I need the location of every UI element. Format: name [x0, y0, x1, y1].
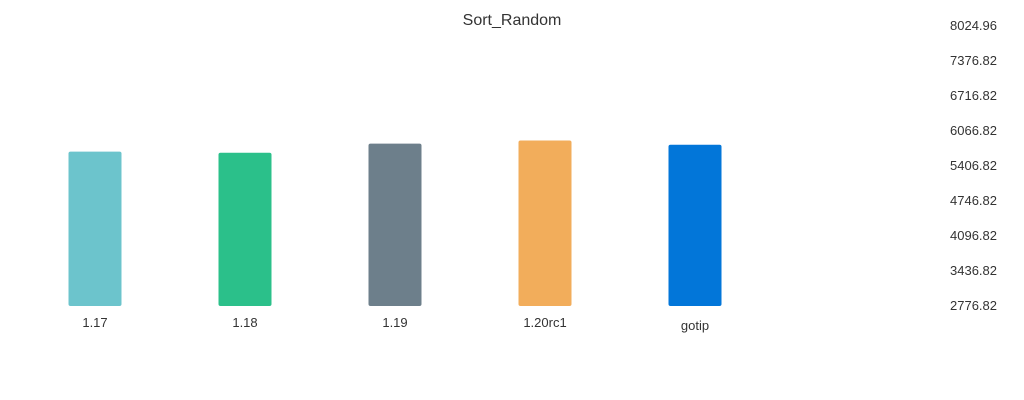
y-tick-label: 7376.82: [950, 53, 997, 68]
bars: [68, 140, 722, 306]
x-tick-label: 1.20rc1: [523, 315, 566, 330]
y-tick-label: 8024.96: [950, 18, 997, 33]
x-tick-label: gotip: [681, 318, 709, 333]
y-tick-label: 4096.82: [950, 228, 997, 243]
y-tick-label: 3436.82: [950, 263, 997, 278]
y-tick-label: 6716.82: [950, 88, 997, 103]
bar-1-18[interactable]: [218, 152, 272, 306]
y-tick-label: 4746.82: [950, 193, 997, 208]
x-tick-label: 1.19: [382, 315, 407, 330]
bar-1-20rc1[interactable]: [518, 140, 572, 306]
y-tick-label: 5406.82: [950, 158, 997, 173]
y-axis: 8024.96 7376.82 6716.82 6066.82 5406.82 4746.…: [950, 18, 997, 313]
y-tick-label: 2776.82: [950, 298, 997, 313]
x-axis: 1.17 1.18 1.19 1.20rc1 gotip: [82, 315, 709, 333]
x-tick-label: 1.17: [82, 315, 107, 330]
x-tick-label: 1.18: [232, 315, 257, 330]
bar-gotip[interactable]: [668, 144, 722, 306]
bar-1-19[interactable]: [368, 143, 422, 306]
chart-title: Sort_Random: [463, 12, 562, 29]
bar-1-17[interactable]: [68, 151, 122, 306]
y-tick-label: 6066.82: [950, 123, 997, 138]
